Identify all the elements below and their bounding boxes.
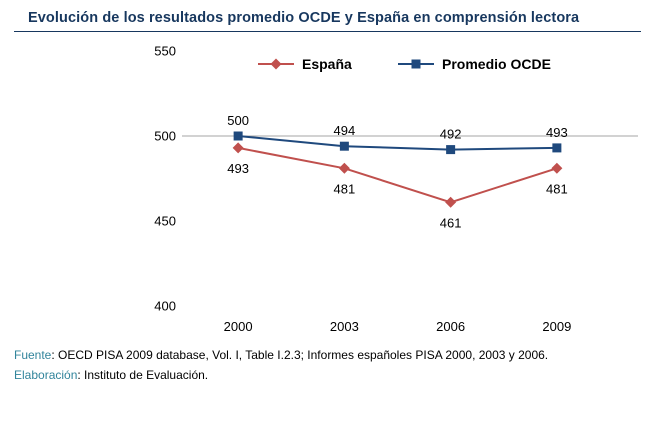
data-point-espa-a-2009 — [551, 162, 563, 174]
source-line: Fuente: OECD PISA 2009 database, Vol. I,… — [14, 346, 641, 366]
x-tick-label-2003: 2003 — [330, 319, 359, 334]
elaboracion-text: : Instituto de Evaluación. — [77, 367, 209, 382]
data-point-promedio-ocde-2006 — [446, 145, 456, 155]
data-label-promedio-ocde-2009: 493 — [546, 125, 568, 140]
series-line-promedio-ocde — [238, 135, 557, 151]
legend-marker-promedio-ocde — [411, 59, 421, 69]
data-label-espa-a-2009: 481 — [546, 181, 568, 196]
y-tick-label-550: 550 — [154, 44, 176, 59]
title-divider: Evolución de los resultados promedio OCD… — [14, 0, 641, 32]
source-footer: Fuente: OECD PISA 2009 database, Vol. I,… — [0, 346, 655, 386]
data-point-promedio-ocde-2003 — [339, 141, 349, 151]
y-tick-label-400: 400 — [154, 299, 176, 314]
data-label-espa-a-2006: 461 — [440, 215, 462, 230]
elaboration-line: Elaboración: Instituto de Evaluación. — [14, 366, 641, 386]
chart-svg: 400 450 500 550 2000 2003 2006 2009 493 481 461 481… — [154, 44, 638, 334]
data-label-promedio-ocde-2003: 494 — [334, 123, 356, 138]
data-point-espa-a-2006 — [445, 196, 457, 208]
x-tick-label-2006: 2006 — [436, 319, 465, 334]
data-point-promedio-ocde-2000 — [233, 131, 243, 141]
fuente-text: : OECD PISA 2009 database, Vol. I, Table… — [51, 348, 549, 362]
y-tick-label-450: 450 — [154, 214, 176, 229]
fuente-label: Fuente — [14, 348, 52, 362]
legend-label-espa-a: España — [302, 56, 352, 72]
data-label-promedio-ocde-2006: 492 — [440, 127, 462, 142]
data-point-promedio-ocde-2009 — [552, 143, 562, 153]
data-point-espa-a-2003 — [338, 162, 350, 174]
series-line-espa-a — [237, 146, 558, 204]
legend-marker-espa-a — [270, 58, 282, 70]
y-tick-label-500: 500 — [154, 129, 176, 144]
x-tick-label-2009: 2009 — [542, 319, 571, 334]
elaboracion-label: Elaboración — [14, 367, 78, 382]
data-point-espa-a-2000 — [232, 142, 244, 154]
data-label-espa-a-2000: 493 — [227, 161, 249, 176]
data-label-espa-a-2003: 481 — [334, 181, 356, 196]
page-title: Evolución de los resultados promedio OCD… — [28, 10, 580, 26]
data-label-promedio-ocde-2000: 500 — [227, 113, 249, 128]
legend-label-promedio-ocde: Promedio OCDE — [442, 56, 551, 72]
x-tick-label-2000: 2000 — [224, 319, 253, 334]
